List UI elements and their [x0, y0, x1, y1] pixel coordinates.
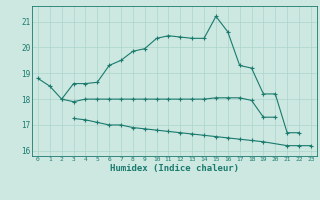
- X-axis label: Humidex (Indice chaleur): Humidex (Indice chaleur): [110, 164, 239, 173]
